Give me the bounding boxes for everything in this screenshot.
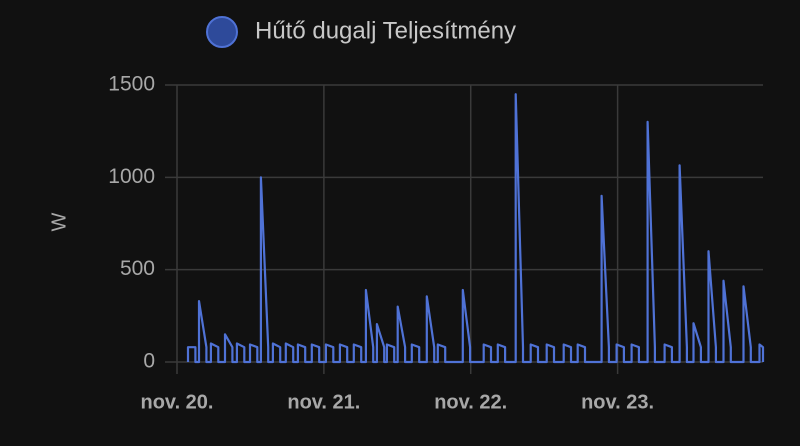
y-tick-label: 0 <box>143 350 155 373</box>
x-tick-label: nov. 21. <box>287 391 360 413</box>
legend-label[interactable]: Hűtő dugalj Teljesítmény <box>255 17 516 44</box>
legend-swatch[interactable] <box>206 16 238 48</box>
data-line <box>186 93 765 364</box>
x-tick-label: nov. 22. <box>434 391 507 413</box>
y-axis-label: W <box>48 212 70 231</box>
y-tick-label: 1000 <box>108 165 155 188</box>
y-tick-label: 500 <box>120 257 155 280</box>
y-tick-label: 1500 <box>108 73 155 96</box>
x-tick-label: nov. 20. <box>141 391 214 413</box>
x-tick-label: nov. 23. <box>581 391 654 413</box>
